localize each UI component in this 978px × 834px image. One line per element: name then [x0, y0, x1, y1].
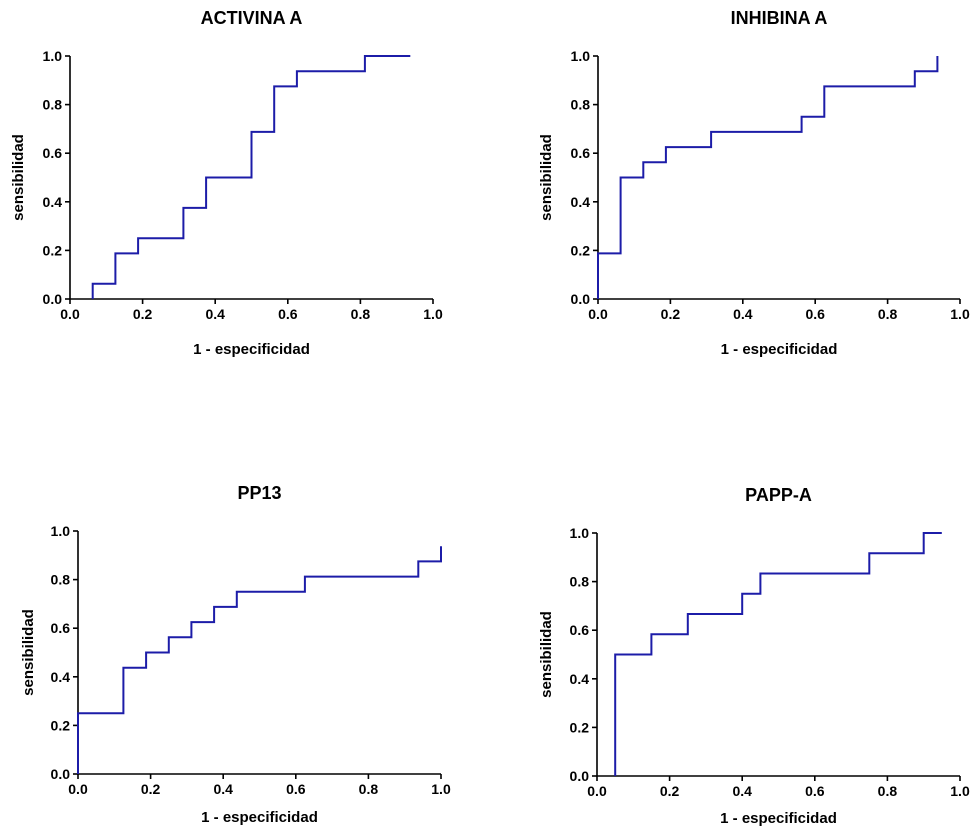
y-tick-label: 0.2 — [570, 719, 590, 735]
y-tick-label: 0.0 — [43, 291, 63, 307]
y-tick-label: 0.6 — [51, 620, 71, 636]
x-tick-label: 1.0 — [950, 306, 970, 322]
x-tick-label: 0.8 — [351, 306, 371, 322]
y-axis-label: sensibilidad — [10, 134, 27, 221]
roc-chart-pp13-svg: PP13 0.0 0.2 0.4 0.6 0.8 1.0 0.0 0.2 0.4 0.6 0.8 1.0… — [20, 483, 451, 826]
x-tick-label: 1.0 — [423, 306, 443, 322]
x-tick-label: 0.8 — [878, 306, 898, 322]
y-tick-label: 0.4 — [43, 194, 63, 210]
x-tick-label: 0.6 — [286, 781, 306, 797]
y-tick-label: 0.0 — [571, 291, 591, 307]
y-tick-label: 0.0 — [51, 766, 71, 782]
roc-chart-pp13: PP13 0.0 0.2 0.4 0.6 0.8 1.0 0.0 0.2 0.4 0.6 0.8 1.0… — [0, 417, 489, 834]
roc-chart-activina-a-svg: ACTIVINA A 0.0 0.2 0.4 0.6 0.8 1.0 0.0 0.2 0.4 0.6… — [10, 8, 443, 358]
x-tick-label: 0.8 — [878, 783, 898, 799]
x-axis-label: 1 - especificidad — [721, 341, 838, 358]
x-tick-label: 0.2 — [141, 781, 161, 797]
x-tick-label: 0.0 — [68, 781, 88, 797]
x-tick-label: 0.6 — [805, 306, 825, 322]
x-tick-label: 0.4 — [205, 306, 225, 322]
chart-title: PAPP-A — [745, 485, 812, 505]
x-tick-label: 0.8 — [359, 781, 379, 797]
x-tick-label: 0.2 — [133, 306, 153, 322]
roc-curve-line — [91, 55, 411, 299]
y-axis-label: sensibilidad — [538, 611, 555, 698]
y-tick-label: 0.2 — [43, 242, 63, 258]
roc-chart-activina-a: ACTIVINA A 0.0 0.2 0.4 0.6 0.8 1.0 0.0 0.2 0.4 0.6… — [0, 0, 489, 417]
y-tick-label: 0.2 — [51, 717, 71, 733]
y-tick-label: 0.4 — [51, 669, 71, 685]
y-tick-label: 1.0 — [43, 48, 63, 64]
x-tick-label: 0.4 — [213, 781, 233, 797]
roc-curve-line — [77, 546, 442, 774]
chart-title: ACTIVINA A — [201, 8, 303, 28]
x-tick-label: 0.2 — [661, 306, 681, 322]
roc-chart-papp-a: PAPP-A 0.0 0.2 0.4 0.6 0.8 1.0 0.0 0.2 0.4 0.6 0.8 1… — [489, 417, 978, 834]
x-axis-label: 1 - especificidad — [201, 809, 318, 826]
roc-chart-inhibina-a-svg: INHIBINA A 0.0 0.2 0.4 0.6 0.8 1.0 0.0 0.2 0.4 0.6… — [538, 8, 970, 358]
chart-title: PP13 — [237, 483, 281, 503]
roc-curve-line — [614, 532, 942, 776]
x-tick-label: 0.2 — [660, 783, 680, 799]
y-tick-label: 0.0 — [570, 768, 590, 784]
y-axis-label: sensibilidad — [538, 134, 555, 221]
y-tick-label: 0.8 — [43, 97, 63, 113]
y-tick-label: 0.4 — [570, 671, 590, 687]
y-tick-label: 0.8 — [51, 572, 71, 588]
y-tick-label: 0.8 — [570, 574, 590, 590]
x-axis-label: 1 - especificidad — [193, 341, 310, 358]
x-tick-label: 0.6 — [278, 306, 298, 322]
x-tick-label: 0.6 — [805, 783, 825, 799]
y-axis-label: sensibilidad — [20, 609, 37, 696]
y-tick-label: 0.6 — [571, 145, 591, 161]
x-tick-label: 0.0 — [587, 783, 607, 799]
x-tick-label: 1.0 — [950, 783, 970, 799]
x-tick-label: 0.4 — [732, 783, 752, 799]
roc-curve-line — [597, 56, 939, 299]
y-tick-label: 0.6 — [570, 622, 590, 638]
roc-chart-inhibina-a: INHIBINA A 0.0 0.2 0.4 0.6 0.8 1.0 0.0 0.2 0.4 0.6… — [489, 0, 978, 417]
x-tick-label: 0.4 — [733, 306, 753, 322]
axis-lines — [77, 531, 441, 775]
chart-title: INHIBINA A — [731, 8, 828, 28]
x-tick-label: 0.0 — [588, 306, 608, 322]
y-tick-label: 1.0 — [570, 525, 590, 541]
y-tick-label: 0.2 — [571, 242, 591, 258]
axis-lines — [597, 56, 960, 300]
y-tick-label: 1.0 — [51, 523, 71, 539]
x-axis-label: 1 - especificidad — [720, 810, 837, 827]
y-tick-label: 0.8 — [571, 97, 591, 113]
x-tick-label: 1.0 — [431, 781, 451, 797]
roc-chart-papp-a-svg: PAPP-A 0.0 0.2 0.4 0.6 0.8 1.0 0.0 0.2 0.4 0.6 0.8 1… — [538, 485, 970, 827]
y-tick-label: 0.6 — [43, 145, 63, 161]
x-tick-label: 0.0 — [60, 306, 80, 322]
y-tick-label: 1.0 — [571, 48, 591, 64]
y-tick-label: 0.4 — [571, 194, 591, 210]
